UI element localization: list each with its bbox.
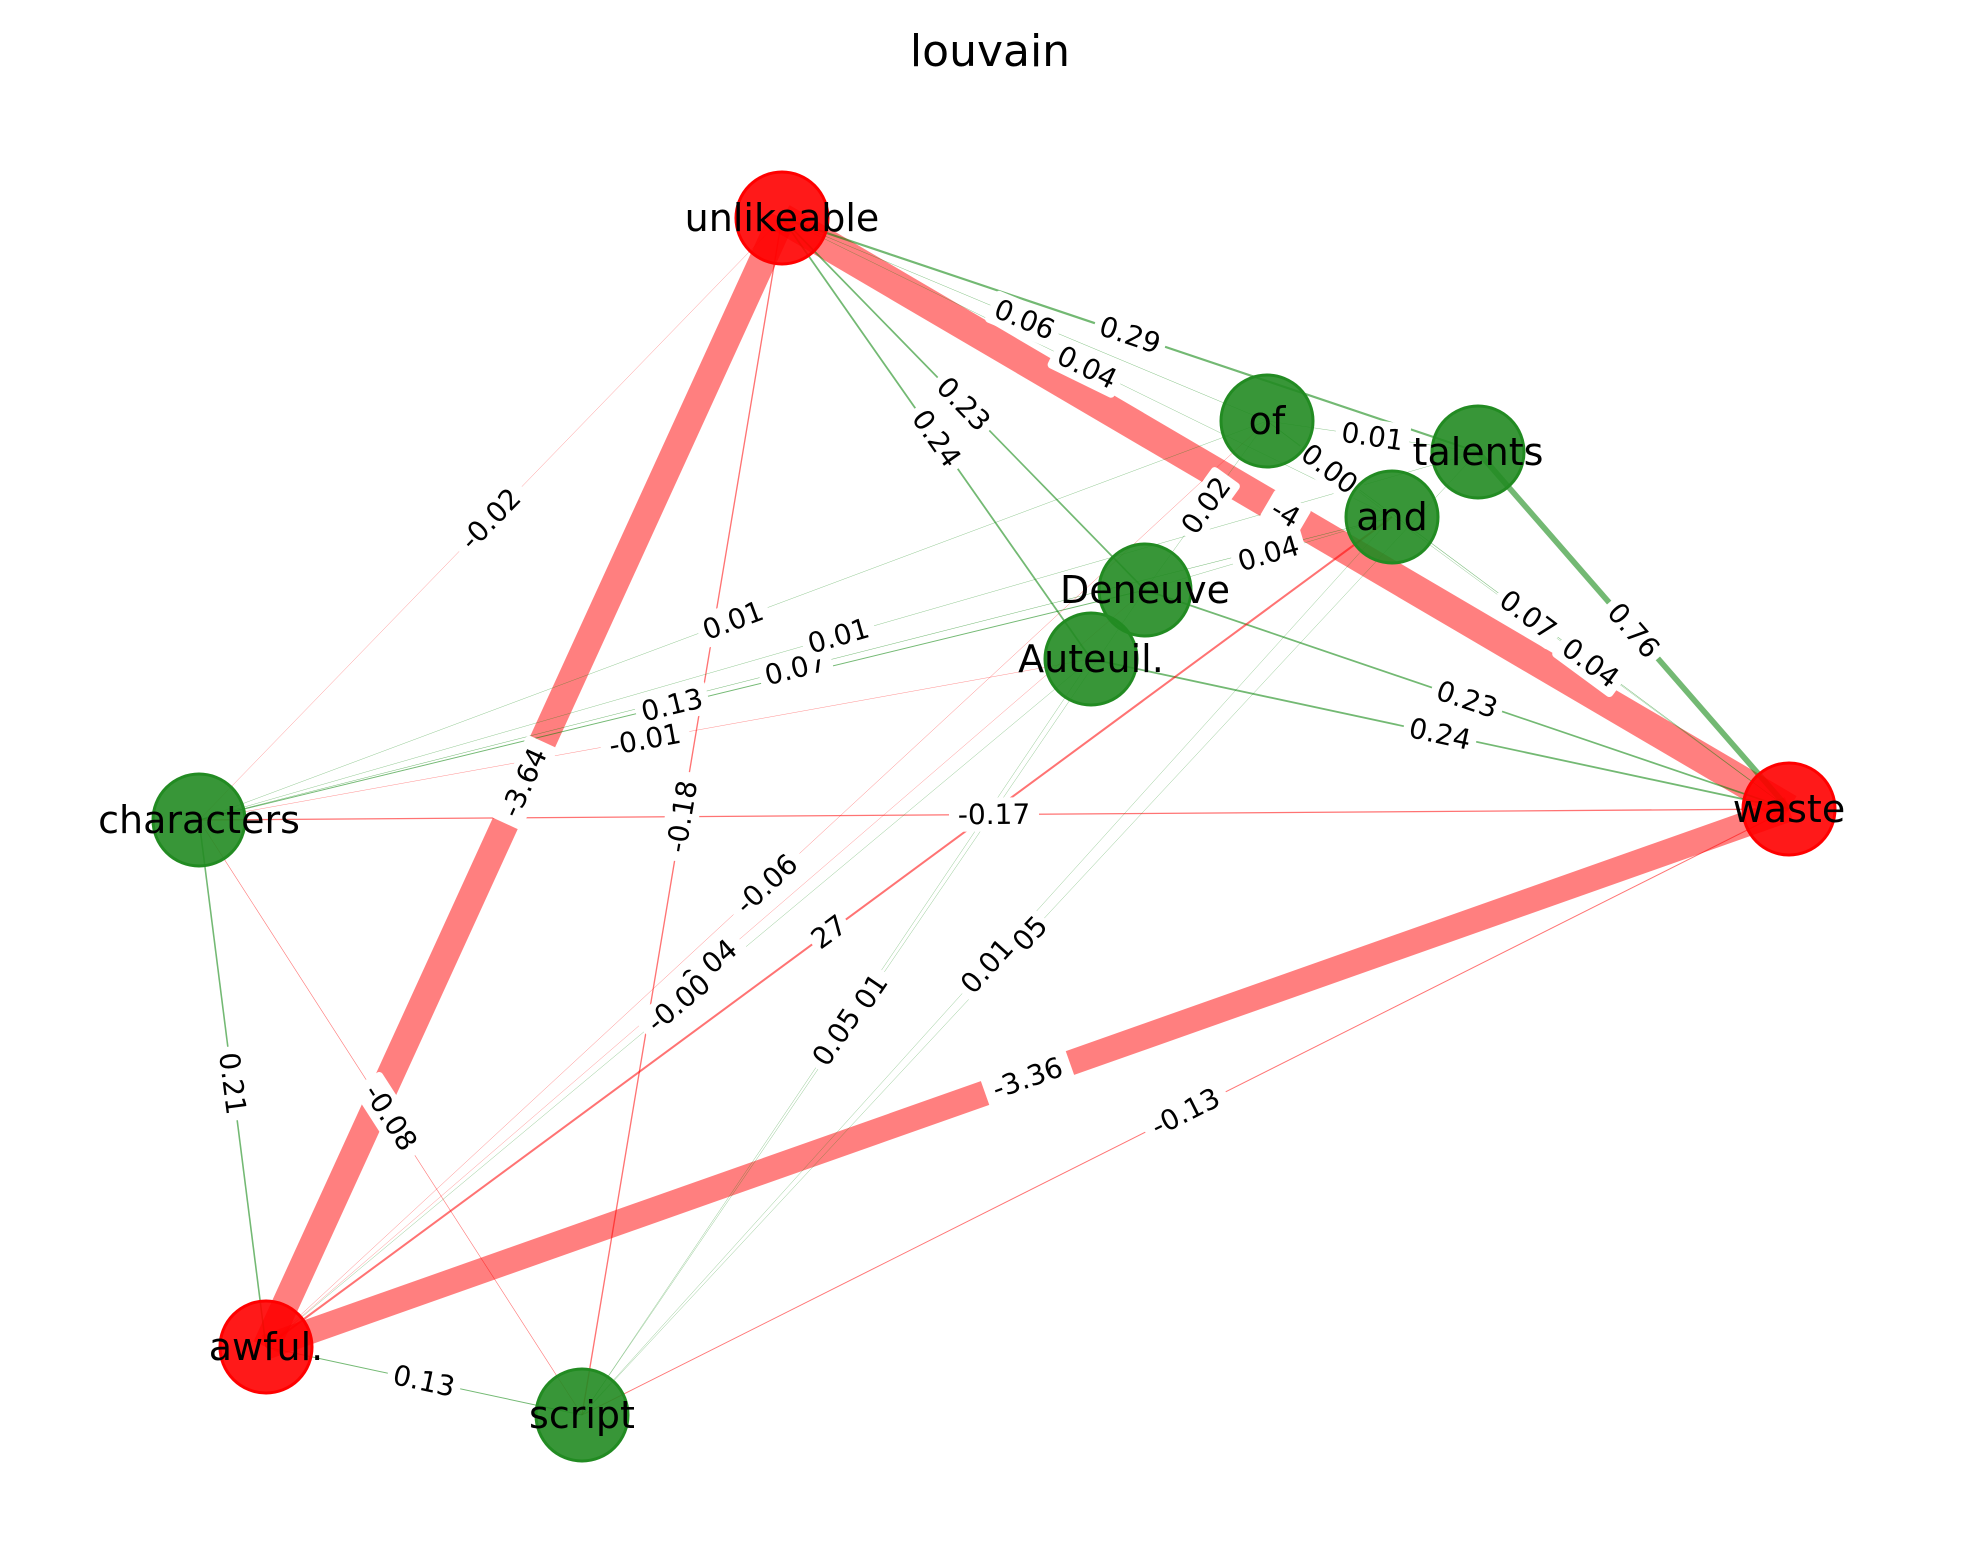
edge-label-background <box>1229 527 1308 580</box>
edge-weight-text: 0.24 <box>1406 711 1474 756</box>
edge-label-awful-script: 0.13 <box>385 1357 463 1405</box>
edge-label-background <box>211 1045 254 1122</box>
edge-label-background <box>799 610 878 662</box>
edge-label-background <box>1047 337 1127 398</box>
edge-weight-text: -3.64 <box>494 743 554 823</box>
edge-label-background <box>1401 710 1479 758</box>
node-auteuil <box>1043 611 1139 707</box>
edge-label-unlikeable-awful: -3.64 <box>491 735 557 830</box>
edge-label-background <box>803 907 855 957</box>
node-label-talents: talents <box>1413 430 1544 474</box>
node-unlikeable <box>734 170 830 266</box>
node-label-layer: unlikeable of talents and Deneuve Auteuil. cha… <box>98 196 1845 1437</box>
node-characters <box>151 772 247 868</box>
edge-label-background <box>927 367 1000 441</box>
edge-weight-text: -0.17 <box>958 798 1031 832</box>
edge-label-background <box>803 998 870 1076</box>
edge-label-unlikeable-script: -0.18 <box>658 769 706 864</box>
edge-label-characters-of: 0.01 <box>693 592 773 649</box>
node-layer <box>151 170 1837 1463</box>
edge-label-background <box>1090 308 1170 362</box>
edge-label-background <box>1489 580 1567 650</box>
node-awful <box>218 1299 314 1395</box>
node-label-unlikeable: unlikeable <box>685 196 880 240</box>
node-label-script: script <box>529 1393 635 1437</box>
edge-weight-text: 0.01 <box>1339 416 1405 458</box>
edge-label-background <box>902 400 971 477</box>
node-deneuve <box>1097 542 1193 638</box>
edge-weight-text: 0.13 <box>390 1358 458 1403</box>
edge-label-background <box>353 1071 428 1164</box>
node-of <box>1219 373 1315 469</box>
node-label-and: and <box>1356 495 1428 539</box>
edge-label-deneuve-and: 0.04 <box>1229 527 1308 580</box>
node-script <box>534 1367 630 1463</box>
edge-label-unlikeable-characters: -0.02 <box>448 476 533 562</box>
node-waste <box>1741 761 1837 857</box>
edge-weight-text: 0.01 <box>804 612 873 661</box>
edge-label-background <box>598 715 692 764</box>
edge-label-background <box>632 680 712 730</box>
edge-label-background <box>491 735 557 830</box>
edge-weight-text: -0.01 <box>606 717 683 762</box>
edge-label-background <box>1139 1077 1232 1147</box>
node-label-characters: characters <box>98 798 300 842</box>
edge-label-background <box>448 476 533 562</box>
edge-label-background <box>1598 593 1669 668</box>
edge-label-characters-waste: -0.17 <box>948 797 1040 832</box>
edge-weight-text: 0.01 <box>698 594 768 647</box>
edge-label-background <box>1333 414 1412 459</box>
edge-label-awful-and: 27 <box>803 907 855 957</box>
edge-label-background <box>693 592 773 649</box>
edge-label-background <box>1427 672 1507 727</box>
edge-label-background <box>1172 467 1240 544</box>
edge-label-characters-awful: 0.21 <box>211 1045 254 1122</box>
graph-title: louvain <box>910 26 1070 77</box>
edge-label-background <box>948 797 1040 832</box>
edge-label-background <box>985 290 1064 349</box>
node-label-waste: waste <box>1733 787 1845 831</box>
edge-label-unlikeable-talents: 0.29 <box>1090 308 1170 362</box>
edge-label-characters-auteuil: -0.01 <box>598 715 692 764</box>
edge-label-background <box>1260 489 1311 538</box>
edge-label-awful-waste: -3.36 <box>980 1048 1075 1108</box>
edge-label-background <box>1291 434 1368 504</box>
edge-label-background <box>1004 908 1056 959</box>
edge-label-awful-of: -0.06 <box>723 842 810 926</box>
edge-label-of-talents: 0.01 <box>1333 414 1412 459</box>
edge-label-background <box>634 962 723 1044</box>
edge-label-characters-talents: 0.01 <box>799 610 878 662</box>
edge-label-background <box>951 928 1023 1004</box>
node-label-of: of <box>1249 399 1287 443</box>
edge-weight-text: -3.36 <box>988 1050 1067 1105</box>
edge-label-script-waste: -0.13 <box>1139 1077 1232 1147</box>
node-label-auteuil: Auteuil. <box>1018 637 1164 681</box>
edge-label-background <box>1552 628 1629 698</box>
node-talents <box>1430 404 1526 500</box>
edge-label-background <box>723 842 810 926</box>
node-and <box>1344 469 1440 565</box>
node-label-awful: awful. <box>209 1325 323 1369</box>
edge-label-script-auteuil: 0.05 <box>803 998 870 1076</box>
edge-weight-text: -0.18 <box>660 778 704 855</box>
edge-label-background <box>658 769 706 864</box>
node-label-deneuve: Deneuve <box>1060 568 1230 612</box>
edge-label-background <box>980 1048 1075 1108</box>
edge-weight-text: -0.13 <box>1146 1081 1226 1143</box>
edge-weight-text: 0.21 <box>212 1050 253 1116</box>
edge-weight-text: 27 <box>805 908 853 956</box>
edge-label-background <box>385 1357 463 1405</box>
